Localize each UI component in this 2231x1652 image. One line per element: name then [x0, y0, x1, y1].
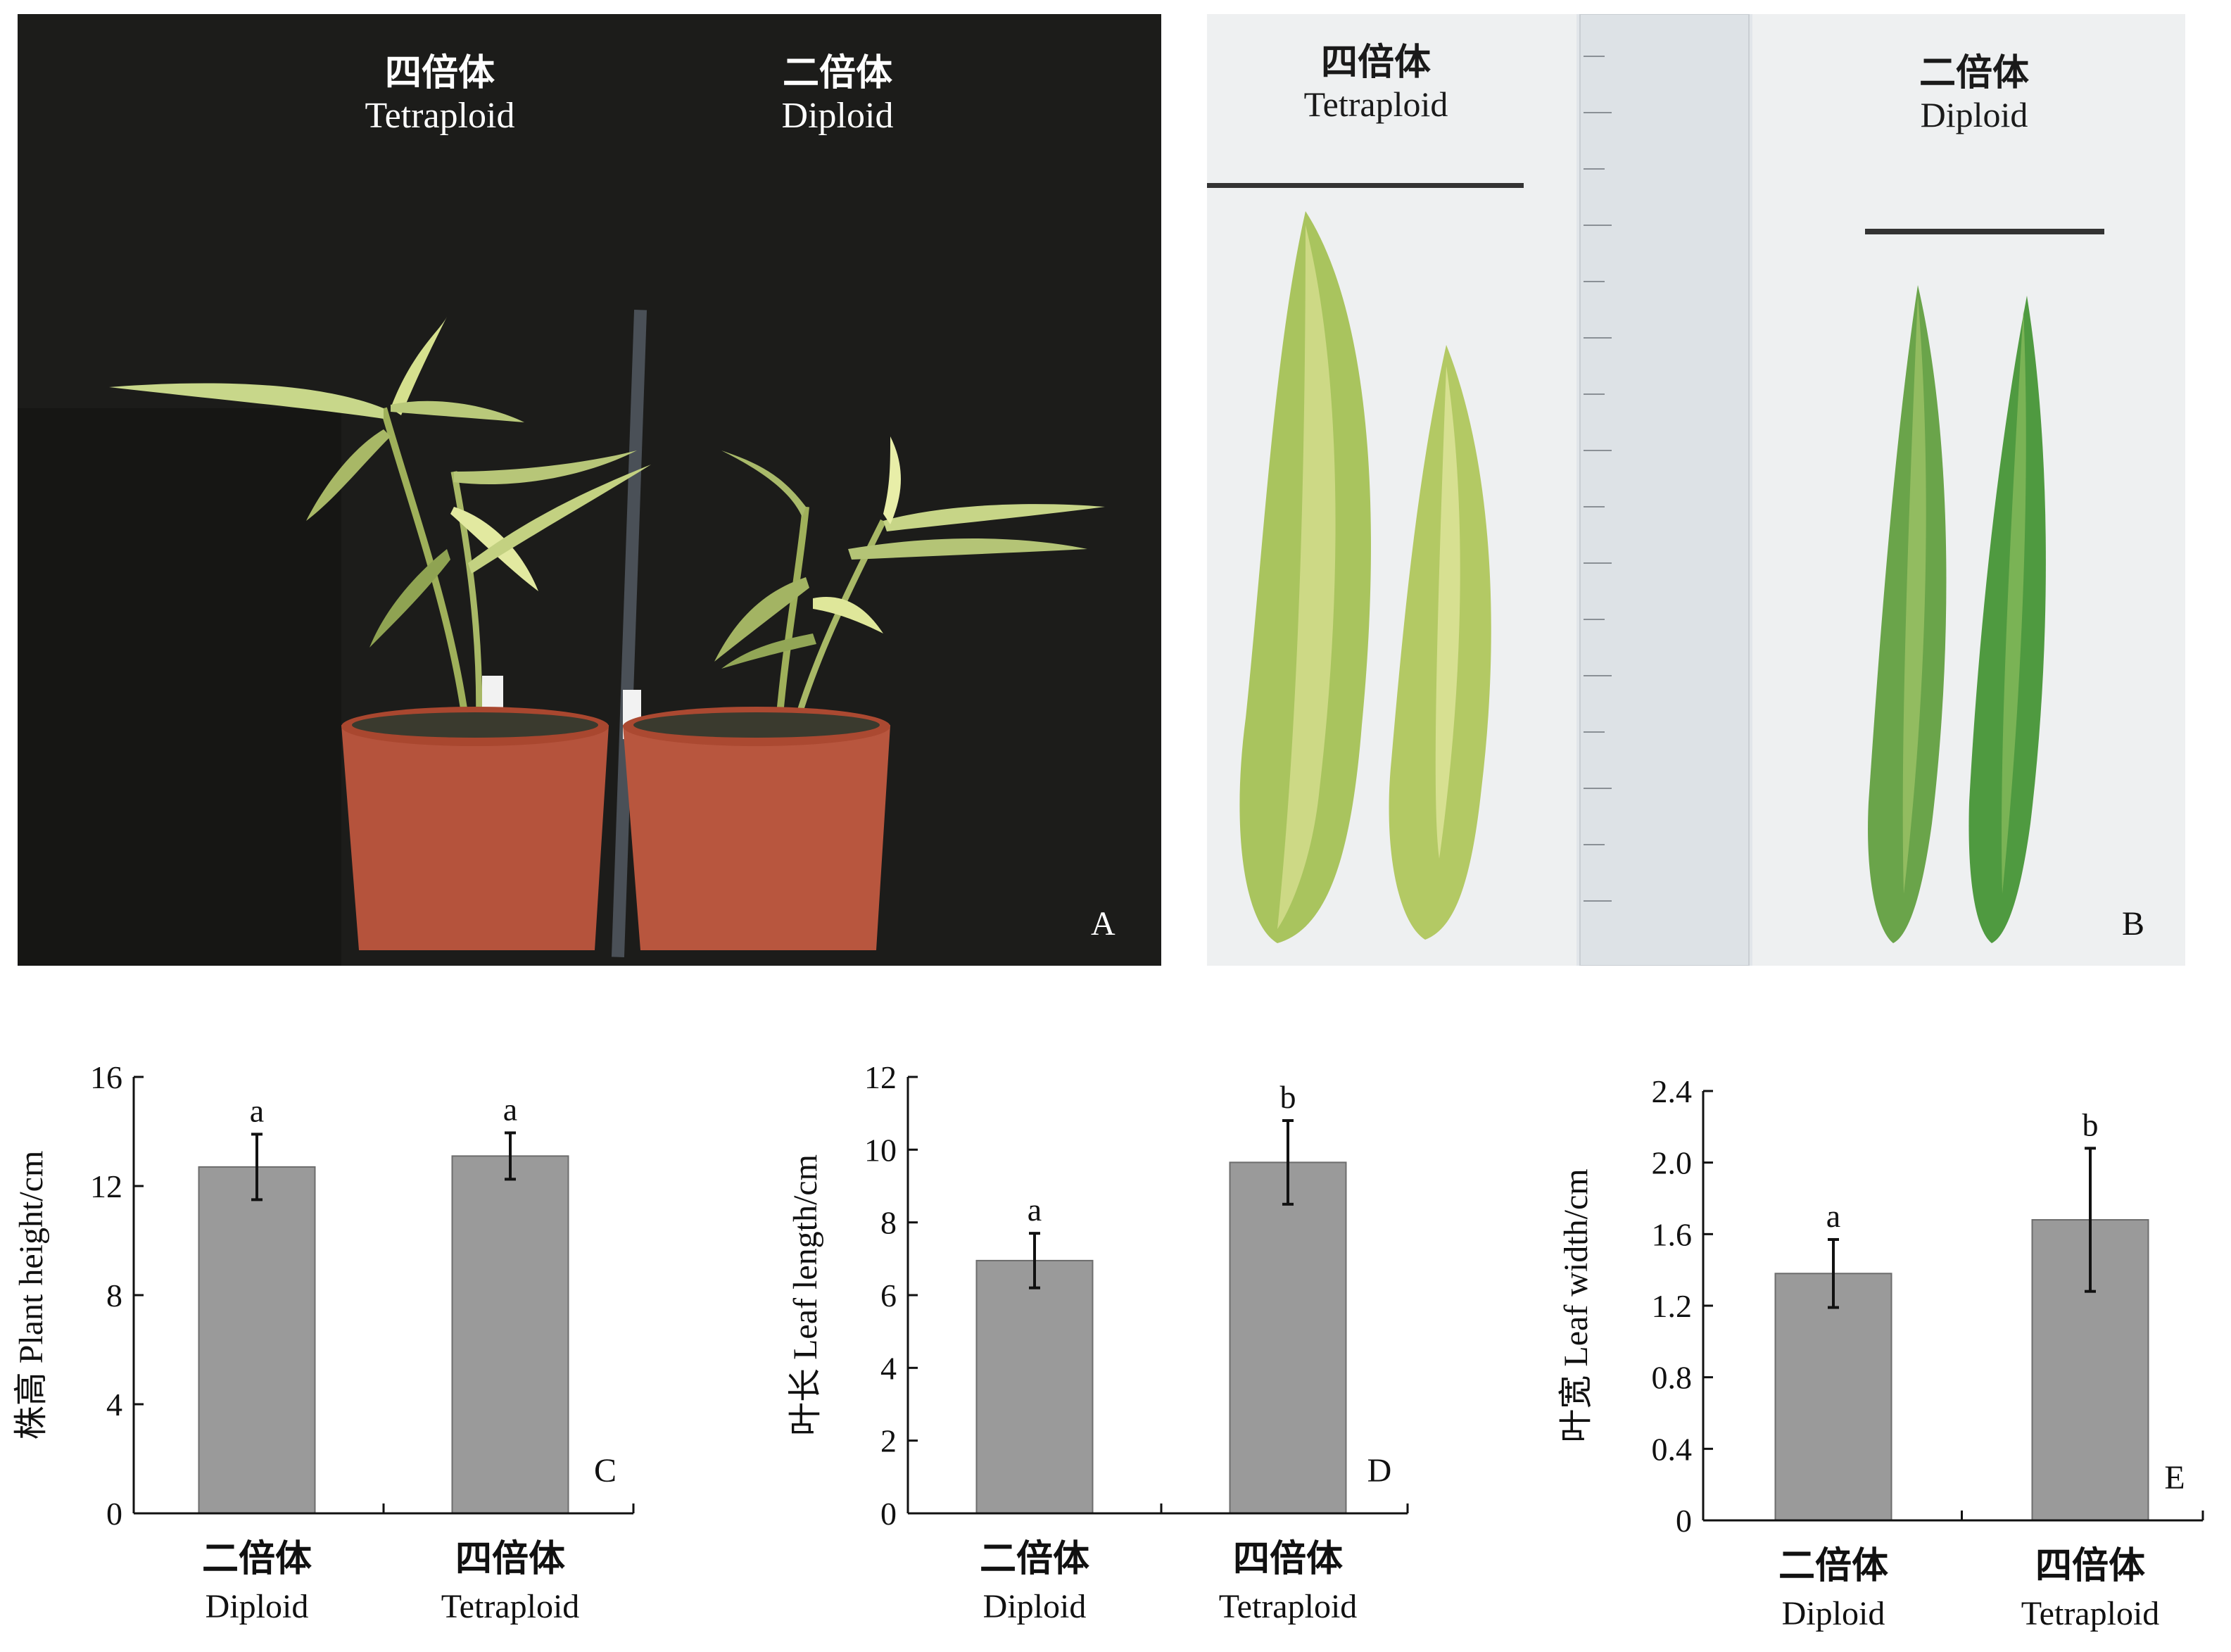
potted-plants-illustration — [18, 14, 1161, 966]
category-label-zh: 四倍体 — [455, 1538, 565, 1580]
caption-en: Tetraploid — [365, 95, 515, 136]
category-label-en: Diploid — [1782, 1595, 1885, 1632]
bar — [451, 1155, 569, 1514]
y-tick-label: 12 — [864, 1059, 897, 1095]
diploid-caption-b: 二倍体 Diploid — [1826, 52, 2122, 135]
y-axis-label: 株高 Plant height/cm — [13, 1151, 50, 1440]
caption-zh: 二倍体 — [782, 52, 892, 94]
y-tick-label: 0 — [880, 1496, 897, 1532]
category-label-en: Diploid — [983, 1588, 1087, 1625]
significance-label: a — [1826, 1198, 1840, 1234]
chart-c-plant-height: a 二倍体 Diploid a 四倍体 Tetraploid 0 4 8 12 16 株高 Plant… — [0, 1007, 704, 1640]
photo-panel-a: 四倍体 Tetraploid 二倍体 Diploid A — [18, 14, 1161, 966]
y-tick-label: 0.4 — [1652, 1431, 1693, 1467]
y-tick-label: 8 — [880, 1205, 897, 1241]
y-tick-label: 1.2 — [1652, 1288, 1693, 1324]
panel-letter: D — [1367, 1452, 1392, 1489]
y-tick-label: 2.0 — [1652, 1145, 1693, 1181]
panel-letter-a: A — [1091, 905, 1116, 942]
caption-en: Diploid — [781, 95, 894, 136]
leaves-illustration — [1207, 14, 2185, 966]
tetraploid-caption-b: 四倍体 Tetraploid — [1228, 42, 1524, 125]
y-tick-label: 1.6 — [1652, 1216, 1693, 1252]
category-label-zh: 二倍体 — [1778, 1545, 1888, 1587]
caption-en: Tetraploid — [1303, 84, 1448, 124]
category-label-en: Tetraploid — [2021, 1595, 2160, 1632]
significance-label: b — [1280, 1079, 1296, 1115]
caption-zh: 四倍体 — [384, 52, 495, 94]
significance-label: b — [2083, 1106, 2099, 1142]
chart-e-svg: a 二倍体 Diploid b 四倍体 Tetraploid 0 0.4 0.8 1.2 1.6 2.… — [1557, 1073, 2204, 1632]
panel-letter: C — [594, 1452, 617, 1489]
y-tick-label: 6 — [880, 1278, 897, 1313]
y-tick-label: 2.4 — [1652, 1073, 1693, 1109]
y-tick-label: 16 — [90, 1059, 122, 1095]
category-label-zh: 二倍体 — [202, 1538, 312, 1580]
chart-c-svg: a 二倍体 Diploid a 四倍体 Tetraploid 0 4 8 12 16 株高 Plant… — [13, 1059, 635, 1625]
category-label-zh: 四倍体 — [2035, 1545, 2145, 1587]
y-tick-label: 0 — [106, 1496, 122, 1532]
y-tick-label: 0 — [1676, 1503, 1692, 1539]
bar — [1229, 1161, 1347, 1515]
caption-zh: 四倍体 — [1320, 42, 1431, 84]
y-axis-label: 叶长 Leaf length/cm — [787, 1154, 824, 1436]
panel-letter-b: B — [2122, 905, 2145, 942]
y-tick-label: 10 — [864, 1132, 897, 1168]
significance-label: a — [1028, 1192, 1042, 1228]
tetraploid-caption-a: 四倍体 Tetraploid — [292, 52, 588, 137]
bar — [975, 1259, 1094, 1514]
y-tick-label: 4 — [106, 1387, 122, 1423]
category-label-en: Tetraploid — [1219, 1588, 1358, 1625]
y-tick-label: 12 — [90, 1168, 122, 1204]
significance-label: a — [250, 1092, 264, 1128]
y-tick-label: 4 — [880, 1350, 897, 1386]
category-label-zh: 四倍体 — [1233, 1538, 1343, 1580]
caption-en: Diploid — [1920, 94, 2028, 134]
y-tick-label: 2 — [880, 1423, 897, 1459]
caption-zh: 二倍体 — [1919, 52, 2029, 94]
bar — [198, 1166, 316, 1514]
y-tick-label: 8 — [106, 1278, 122, 1313]
photo-panel-b: 四倍体 Tetraploid 二倍体 Diploid B — [1207, 14, 2185, 966]
chart-d-leaf-length: a 二倍体 Diploid b 四倍体 Tetraploid 0 2 4 6 8 10 12 叶长 Lea… — [739, 1007, 1443, 1640]
diploid-caption-a: 二倍体 Diploid — [690, 52, 985, 137]
y-tick-label: 0.8 — [1652, 1360, 1693, 1396]
category-label-zh: 二倍体 — [980, 1538, 1089, 1580]
y-axis-label: 叶宽 Leaf width/cm — [1557, 1168, 1595, 1442]
bar — [1774, 1273, 1892, 1521]
panel-letter: E — [2164, 1459, 2185, 1496]
chart-d-svg: a 二倍体 Diploid b 四倍体 Tetraploid 0 2 4 6 8 10 12 叶长 Lea… — [787, 1059, 1409, 1625]
category-label-en: Diploid — [206, 1588, 309, 1625]
category-label-en: Tetraploid — [441, 1588, 580, 1625]
significance-label: a — [503, 1091, 517, 1127]
chart-e-leaf-width: a 二倍体 Diploid b 四倍体 Tetraploid 0 0.4 0.8 1.2 1.6 2.… — [1492, 1007, 2231, 1640]
